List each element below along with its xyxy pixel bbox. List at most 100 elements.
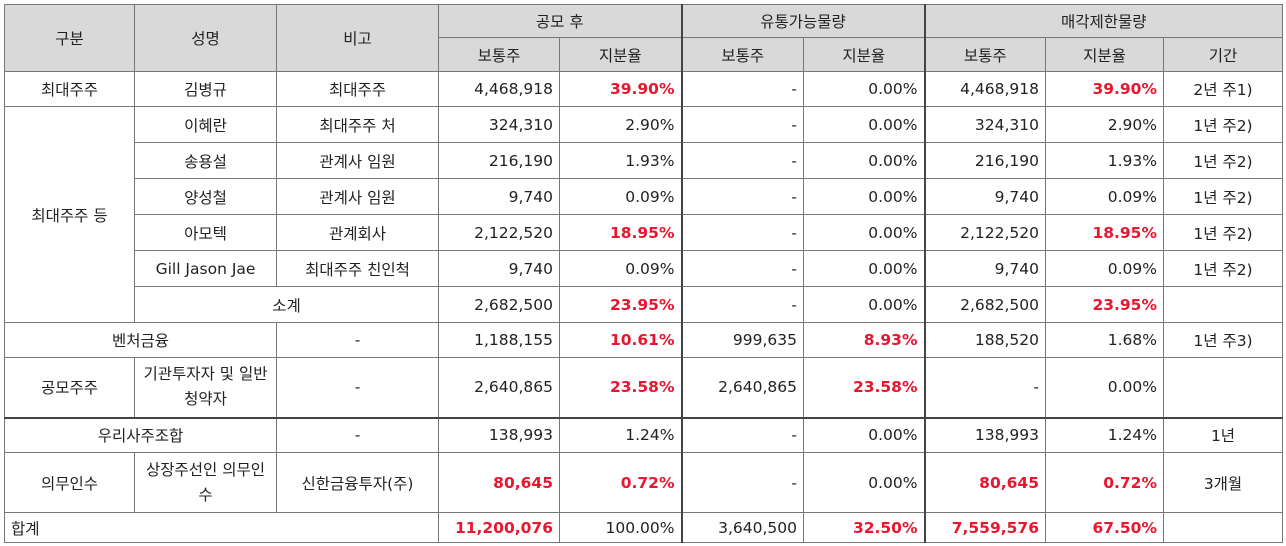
cell-name: 김병규 <box>134 71 277 107</box>
cell-public-shares: 216,190 <box>438 142 560 179</box>
cell-gubun: 최대주주 등 <box>4 106 135 323</box>
lockup-table: 구분 성명 비고 공모 후 유통가능물량 매각제한물량 보통주 지분율 보통주 … <box>4 4 1284 543</box>
cell-name: 아모텍 <box>134 214 277 251</box>
cell-float-ratio: 0.00% <box>803 142 925 179</box>
cell-float-shares: 999,635 <box>680 322 804 358</box>
cell-gubun: 우리사주조합 <box>4 416 277 453</box>
table-row: 아모텍 관계회사 2,122,520 18.95% - 0.00% 2,122,… <box>5 214 1284 251</box>
header-row-2: 보통주 지분율 보통주 지분율 보통주 지분율 기간 <box>5 37 1284 72</box>
cell-gubun: 최대주주 <box>4 71 135 107</box>
cell-public-ratio: 2.90% <box>559 106 682 143</box>
cell-public-ratio: 1.93% <box>559 142 682 179</box>
header-group-lock: 매각제한물량 <box>923 4 1284 38</box>
cell-float-shares: - <box>680 106 804 143</box>
cell-float-ratio: 32.50% <box>803 512 925 543</box>
cell-public-shares: 324,310 <box>438 106 560 143</box>
cell-public-shares: 9,740 <box>438 178 560 215</box>
cell-lock-shares: 80,645 <box>923 452 1046 513</box>
cell-float-ratio: 23.58% <box>803 357 925 418</box>
cell-lock-shares: 9,740 <box>923 250 1046 287</box>
header-float-ratio: 지분율 <box>803 37 925 72</box>
cell-period: 1년 주2) <box>1162 142 1284 179</box>
cell-float-shares: - <box>680 250 804 287</box>
cell-public-shares: 1,188,155 <box>438 322 560 358</box>
cell-name: 양성철 <box>134 178 277 215</box>
cell-public-shares: 9,740 <box>438 250 560 287</box>
header-public-common: 보통주 <box>438 37 560 72</box>
header-group-float: 유통가능물량 <box>680 4 925 38</box>
cell-period: 1년 <box>1162 416 1284 453</box>
cell-float-ratio: 8.93% <box>803 322 925 358</box>
cell-float-shares: 3,640,500 <box>680 512 804 543</box>
table-row: 양성철 관계사 임원 9,740 0.09% - 0.00% 9,740 0.0… <box>5 178 1284 215</box>
cell-float-shares: - <box>680 71 804 107</box>
cell-float-ratio: 0.00% <box>803 214 925 251</box>
cell-public-ratio: 18.95% <box>559 214 682 251</box>
cell-lock-ratio: 0.09% <box>1045 178 1164 215</box>
cell-period: 3개월 <box>1162 452 1284 513</box>
cell-subtotal-label: 소계 <box>134 286 439 323</box>
cell-float-shares: 2,640,865 <box>680 357 804 418</box>
cell-lock-ratio: 39.90% <box>1045 71 1164 107</box>
cell-gubun: 벤처금융 <box>4 322 277 358</box>
cell-lock-ratio: 67.50% <box>1045 512 1164 543</box>
cell-note: - <box>276 322 439 358</box>
subtotal-row: 소계 2,682,500 23.95% - 0.00% 2,682,500 23… <box>5 286 1284 323</box>
cell-period <box>1162 286 1284 323</box>
cell-float-shares: - <box>680 416 804 453</box>
cell-float-ratio: 0.00% <box>803 452 925 513</box>
table-row: 최대주주 김병규 최대주주 4,468,918 39.90% - 0.00% 4… <box>4 71 1284 107</box>
cell-lock-shares: 9,740 <box>923 178 1046 215</box>
table-row: 공모주주 기관투자자 및 일반청약자 - 2,640,865 23.58% 2,… <box>4 357 1284 418</box>
header-float-common: 보통주 <box>680 37 804 72</box>
cell-lock-ratio: 2.90% <box>1045 106 1164 143</box>
cell-public-shares: 11,200,076 <box>438 512 560 543</box>
header-lock-ratio: 지분율 <box>1045 37 1164 72</box>
cell-float-ratio: 0.00% <box>803 416 925 453</box>
cell-public-ratio: 23.58% <box>559 357 682 418</box>
cell-public-shares: 2,682,500 <box>438 286 560 323</box>
cell-lock-shares: 324,310 <box>923 106 1046 143</box>
table-row: 우리사주조합 - 138,993 1.24% - 0.00% 138,993 1… <box>4 416 1284 453</box>
cell-lock-ratio: 1.24% <box>1045 416 1164 453</box>
table-row: 벤처금융 - 1,188,155 10.61% 999,635 8.93% 18… <box>4 322 1284 358</box>
cell-note: 신한금융투자(주) <box>276 452 439 513</box>
cell-float-shares: - <box>680 286 804 323</box>
cell-public-ratio: 39.90% <box>559 71 682 107</box>
table-row: Gill Jason Jae 최대주주 친인척 9,740 0.09% - 0.… <box>5 250 1284 287</box>
cell-public-ratio: 100.00% <box>559 512 682 543</box>
header-group-public: 공모 후 <box>438 4 682 38</box>
total-row: 합계 11,200,076 100.00% 3,640,500 32.50% 7… <box>4 512 1284 543</box>
cell-float-shares: - <box>680 452 804 513</box>
cell-note: 최대주주 친인척 <box>276 250 439 287</box>
cell-note: 관계사 임원 <box>276 142 439 179</box>
cell-lock-shares: 4,468,918 <box>923 71 1046 107</box>
cell-period: 1년 주2) <box>1162 214 1284 251</box>
table-row: 송용설 관계사 임원 216,190 1.93% - 0.00% 216,190… <box>5 142 1284 179</box>
cell-lock-ratio: 0.72% <box>1045 452 1164 513</box>
table-row: 의무인수 상장주선인 의무인수 신한금융투자(주) 80,645 0.72% -… <box>4 452 1284 513</box>
header-public-ratio: 지분율 <box>559 37 682 72</box>
cell-public-ratio: 0.09% <box>559 178 682 215</box>
cell-period: 2년 주1) <box>1162 71 1284 107</box>
cell-float-ratio: 0.00% <box>803 178 925 215</box>
cell-name: 상장주선인 의무인수 <box>134 452 277 513</box>
cell-public-shares: 2,122,520 <box>438 214 560 251</box>
cell-name: 송용설 <box>134 142 277 179</box>
cell-note: - <box>276 416 439 453</box>
cell-lock-ratio: 18.95% <box>1045 214 1164 251</box>
cell-lock-shares: 138,993 <box>923 416 1046 453</box>
cell-note: 최대주주 처 <box>276 106 439 143</box>
cell-public-ratio: 0.72% <box>559 452 682 513</box>
cell-float-ratio: 0.00% <box>803 250 925 287</box>
cell-float-ratio: 0.00% <box>803 106 925 143</box>
cell-float-shares: - <box>680 142 804 179</box>
cell-public-shares: 2,640,865 <box>438 357 560 418</box>
header-gubun: 구분 <box>4 4 135 72</box>
cell-public-ratio: 10.61% <box>559 322 682 358</box>
cell-period: 1년 주2) <box>1162 250 1284 287</box>
cell-gubun: 의무인수 <box>4 452 135 513</box>
cell-lock-shares: 2,682,500 <box>923 286 1046 323</box>
cell-float-ratio: 0.00% <box>803 286 925 323</box>
cell-float-ratio: 0.00% <box>803 71 925 107</box>
